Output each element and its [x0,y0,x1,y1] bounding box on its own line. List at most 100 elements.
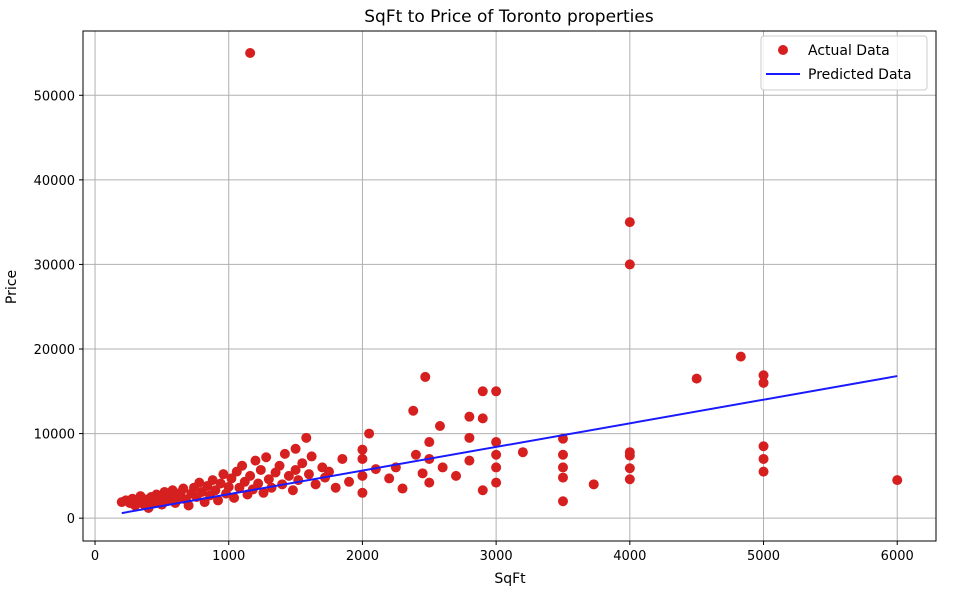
x-tick-label: 3000 [480,549,513,564]
data-point [245,47,256,58]
regression-line [121,375,898,515]
data-point [434,420,445,431]
data-point [758,466,769,477]
y-tick-label: 40000 [34,174,75,189]
x-tick-label: 4000 [613,549,646,564]
data-point [258,487,269,498]
data-point [167,485,178,496]
data-point [410,449,421,460]
y-tick-label: 0 [67,512,75,527]
data-point [491,449,502,460]
y-tick-label: 50000 [34,89,75,104]
x-tick-label: 0 [91,549,99,564]
data-point [420,371,431,382]
data-point [464,455,475,466]
data-point [255,464,266,475]
data-point [287,485,298,496]
plot-frame [82,30,937,542]
data-point [557,472,568,483]
data-point [477,485,488,496]
data-point [892,475,903,486]
data-point [408,405,419,416]
data-point [557,449,568,460]
data-point [263,474,274,485]
data-point [624,259,635,270]
data-point [290,443,301,454]
data-point [218,469,229,480]
data-point [624,217,635,228]
data-point [337,453,348,464]
data-point [758,370,769,381]
x-tick-label: 2000 [346,549,379,564]
data-point [491,477,502,488]
data-point [691,373,702,384]
data-point [237,460,248,471]
data-point [290,464,301,475]
y-tick-label: 30000 [34,258,75,273]
data-point [491,437,502,448]
data-point [330,482,341,493]
data-point [588,479,599,490]
data-point [364,428,375,439]
data-point [279,448,290,459]
data-point [213,495,224,506]
x-tick-label: 1000 [212,549,245,564]
data-point [437,462,448,473]
data-point [624,463,635,474]
data-point [424,437,435,448]
legend-box [760,35,928,91]
data-point [226,473,237,484]
x-tick-label: 6000 [881,549,914,564]
data-point [207,475,218,486]
legend-label-actual: Actual Data [808,43,890,59]
data-point [293,475,304,486]
chart-title: SqFt to Price of Toronto properties [364,7,654,27]
data-point [178,483,189,494]
legend-marker-actual [778,45,788,55]
data-point [758,377,769,388]
data-point [324,466,335,477]
data-point [491,386,502,397]
data-point [210,485,221,496]
data-point [477,413,488,424]
data-point [245,470,256,481]
data-point [557,496,568,507]
y-tick-label: 10000 [34,428,75,443]
data-point [183,500,194,511]
x-tick-label: 5000 [747,549,780,564]
data-point [250,455,261,466]
data-point [557,462,568,473]
data-point [464,411,475,422]
data-point [735,351,746,362]
data-point [344,476,355,487]
data-point [464,432,475,443]
data-point [306,451,317,462]
data-point [397,483,408,494]
grid [83,31,936,541]
y-axis-label: Price [4,270,20,304]
data-point [215,478,226,489]
data-point [310,479,321,490]
axis-ticks: 0 1000 2000 3000 4000 5000 6000 0 10000 20000 3000… [34,89,914,564]
data-point [253,478,264,489]
data-point [477,386,488,397]
data-point [624,450,635,461]
x-axis-label: SqFt [494,571,526,587]
data-point [303,469,314,480]
data-point [624,474,635,485]
data-point [301,432,312,443]
y-tick-label: 20000 [34,343,75,358]
data-point [194,477,205,488]
scatter-points [116,47,903,514]
data-point [229,492,240,503]
legend: Actual Data Predicted Data [760,35,928,91]
data-point [297,458,308,469]
data-point [424,477,435,488]
legend-label-predicted: Predicted Data [808,67,912,83]
data-point [357,487,368,498]
data-point [357,444,368,455]
data-point [274,460,285,471]
data-point [758,453,769,464]
data-point [357,453,368,464]
